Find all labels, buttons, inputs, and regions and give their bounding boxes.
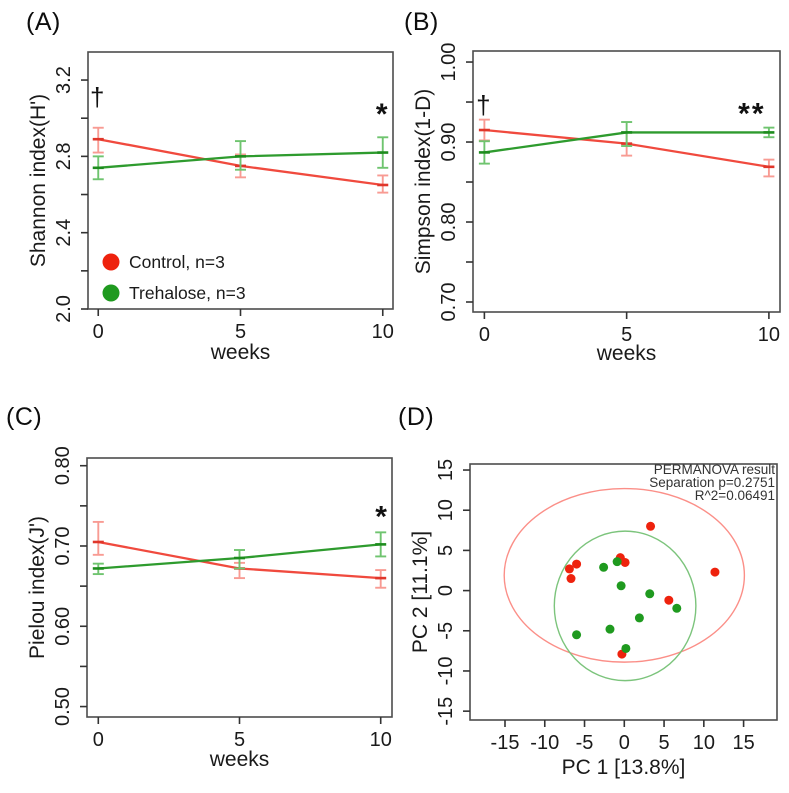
y-axis-tick-label: -15 [435, 697, 457, 726]
x-axis-tick-label: 5 [621, 324, 632, 346]
x-axis-tick-label: 15 [732, 732, 754, 754]
data-point [566, 574, 576, 584]
x-axis-tick-label: 5 [658, 732, 669, 754]
data-point [599, 562, 609, 572]
confidence-ellipse-control [503, 487, 746, 663]
panel-a-label: (A) [26, 8, 61, 36]
panel-d-plot: -15 -10 -5 0 5 10 15 -15 -10 -5 0 5 10 15 PC 1 [13.8%]… [409, 459, 778, 779]
significance-annotation: * [375, 501, 389, 534]
significance-annotation: † [90, 82, 106, 112]
y-axis-title: Pielou index(J') [26, 516, 49, 659]
scatter-series-control [564, 521, 720, 659]
y-axis-title: PC 2 [11.1%] [409, 531, 432, 653]
y-axis-tick-label: 0.80 [52, 446, 74, 485]
significance-annotation: † [476, 90, 492, 120]
data-point [646, 521, 656, 531]
permanova-annotation-line: PERMANOVA result [654, 462, 776, 477]
data-point [621, 643, 631, 653]
y-axis-tick-label: -10 [435, 657, 457, 686]
y-axis-tick-label: 0.70 [438, 283, 460, 322]
series-trehalose [92, 136, 389, 181]
permanova-annotation-line: Separation p=0.2751 [649, 475, 775, 490]
series-trehalose [92, 531, 387, 576]
y-axis-tick-label: 2.0 [53, 295, 75, 323]
x-axis-tick-label: -15 [491, 732, 520, 754]
x-axis-title: weeks [596, 342, 657, 365]
y-axis-tick-label: 15 [435, 459, 457, 481]
x-axis-tick-label: -10 [530, 732, 559, 754]
legend-marker [102, 253, 120, 271]
panel-a-plot: 0 5 10 2.0 2.4 2.8 3.2 weeks Shannon index(H') † *… [27, 51, 394, 364]
y-axis-tick-label: 0.80 [438, 203, 460, 242]
y-axis-title: Shannon index(H') [27, 94, 50, 267]
x-axis-title: weeks [210, 341, 271, 364]
legend-marker [102, 284, 120, 302]
y-axis-tick-label: 0.60 [52, 607, 74, 646]
plot-box [86, 457, 393, 718]
panel-b-label: (B) [404, 8, 439, 36]
y-axis-title: Simpson index(1-D) [412, 89, 435, 275]
data-point [710, 567, 720, 577]
data-point [572, 559, 582, 569]
y-axis-tick-label: 0.90 [438, 123, 460, 162]
x-axis-tick-label: 0 [93, 729, 104, 751]
data-point [634, 613, 644, 623]
x-axis-title: weeks [209, 748, 270, 771]
significance-annotation: * [376, 98, 390, 131]
legend-label: Control, n=3 [129, 252, 225, 272]
permanova-annotation-line: R^2=0.06491 [695, 488, 775, 503]
data-point [564, 564, 574, 574]
panel-d-label: (D) [398, 403, 435, 431]
confidence-ellipse-trehalose [553, 530, 697, 682]
x-axis-tick-label: 0 [619, 732, 630, 754]
y-axis-tick-label: 2.4 [53, 219, 75, 247]
plot-box [472, 50, 781, 313]
x-axis-tick-label: 0 [479, 324, 490, 346]
y-axis-tick-label: 3.2 [53, 66, 75, 94]
x-axis-tick-label: 0 [93, 321, 104, 343]
data-point [664, 595, 674, 605]
x-axis-tick-label: 10 [370, 729, 392, 751]
x-axis-tick-label: 5 [234, 729, 245, 751]
x-axis-tick-label: 10 [758, 324, 780, 346]
legend-label: Trehalose, n=3 [129, 283, 246, 303]
data-point [620, 557, 630, 567]
scatter-series-trehalose [572, 557, 682, 653]
x-axis-title: PC 1 [13.8%] [562, 756, 686, 779]
data-point [612, 557, 622, 567]
legend: Control, n=3 Trehalose, n=3 [102, 252, 246, 303]
data-point [572, 630, 582, 640]
series-trehalose [478, 121, 775, 165]
significance-annotation: ** [738, 98, 765, 131]
data-point [672, 603, 682, 613]
panel-c-plot: 0 5 10 0.50 0.60 0.70 0.80 weeks Pielou index(J'… [26, 446, 393, 771]
y-axis-tick-label: 10 [435, 499, 457, 521]
data-point [645, 589, 655, 599]
y-axis-tick-label: 0.50 [52, 687, 74, 726]
panel-c-label: (C) [6, 403, 43, 431]
y-axis-tick-label: 2.8 [53, 142, 75, 170]
x-axis-tick-label: -5 [576, 732, 594, 754]
y-axis-tick-label: 1.00 [438, 43, 460, 82]
data-point [605, 624, 615, 634]
data-point [616, 581, 626, 591]
y-axis-tick-label: 5 [435, 545, 457, 556]
y-axis-tick-label: -5 [435, 622, 457, 640]
panel-b-plot: 0 5 10 0.70 0.80 0.90 1.00 weeks Simpson index(1… [412, 43, 781, 365]
x-axis-tick-label: 10 [693, 732, 715, 754]
y-axis-tick-label: 0.70 [52, 527, 74, 566]
x-axis-tick-label: 5 [235, 321, 246, 343]
x-axis-tick-label: 10 [372, 321, 394, 343]
y-axis-tick-label: 0 [435, 585, 457, 596]
